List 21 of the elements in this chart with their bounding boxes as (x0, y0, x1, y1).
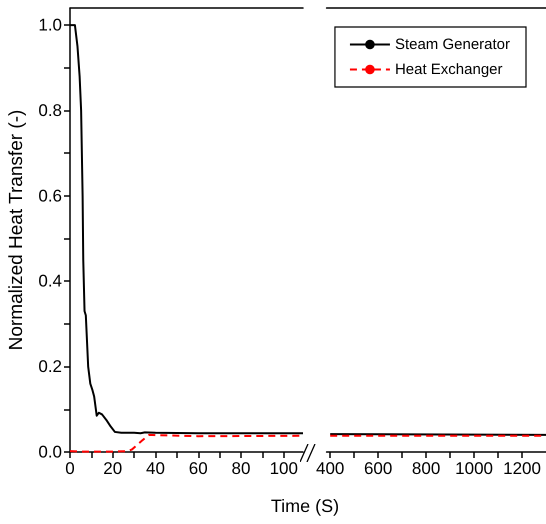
y-tick-label: 0.2 (38, 357, 62, 376)
y-tick-label: 0.4 (38, 272, 62, 291)
y-tick-label: 0.8 (38, 100, 62, 120)
x-tick-label: 400 (316, 459, 344, 478)
x-tick-label: 80 (232, 459, 250, 478)
x-tick-label: 60 (188, 459, 208, 478)
x-tick-label: 600 (364, 459, 392, 478)
x-tick-label: 20 (103, 459, 122, 478)
x-tick-label: 100 (270, 459, 298, 478)
x-tick-label: 40 (146, 459, 165, 478)
legend-label: Steam Generator (394, 36, 510, 53)
y-tick-label: 0.0 (38, 442, 62, 462)
legend-label: Heat Exchanger (394, 61, 503, 78)
x-tick-label: 1200 (503, 459, 541, 478)
x-axis-title: Time (S) (270, 496, 340, 516)
y-tick-label: 1.0 (38, 16, 62, 35)
x-tick-label: 1000 (455, 459, 493, 478)
x-tick-label: 0 (65, 459, 75, 478)
x-tick-label: 800 (412, 459, 440, 478)
y-tick-label: 0.6 (38, 186, 62, 206)
y-axis-title: Normalized Heat Transfer (-) (6, 110, 27, 350)
